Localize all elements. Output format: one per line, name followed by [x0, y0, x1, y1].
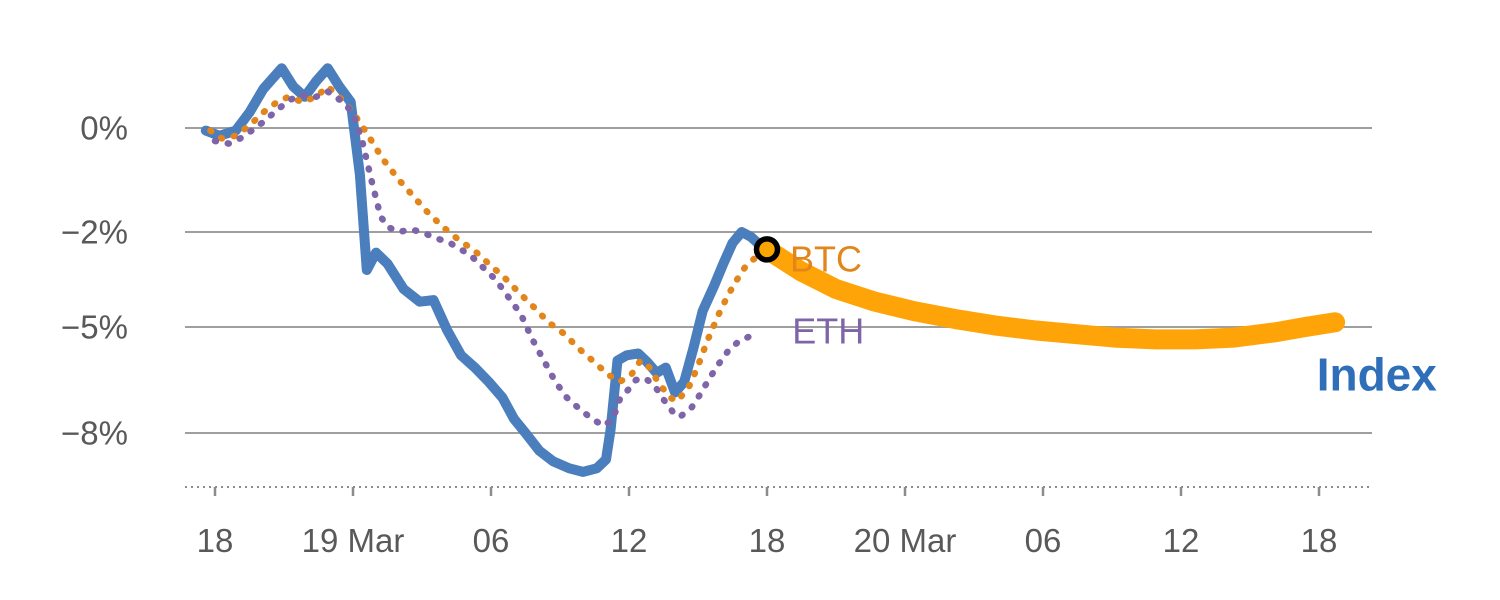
y-tick-label-1: −2% [61, 214, 128, 251]
x-tick-label-0: 18 [197, 522, 234, 559]
x-tick-label-1: 19 Mar [302, 522, 405, 559]
x-tick-label-5: 20 Mar [854, 522, 957, 559]
x-tick-label-3: 12 [611, 522, 648, 559]
btc-line [207, 83, 778, 405]
x-tick-label-6: 06 [1025, 522, 1062, 559]
btc-label: BTC [790, 238, 862, 279]
y-tick-label-3: −8% [61, 415, 128, 452]
y-tick-label-2: −5% [61, 309, 128, 346]
y-tick-label-0: 0% [80, 110, 128, 147]
index-forecast-band [757, 239, 1346, 350]
index-line [200, 63, 772, 477]
eth-label: ETH [792, 311, 864, 352]
x-tick-label-2: 06 [473, 522, 510, 559]
index-label: Index [1317, 349, 1438, 401]
x-tick-label-4: 18 [749, 522, 786, 559]
x-tick-label-7: 12 [1163, 522, 1200, 559]
eth-line [211, 88, 755, 430]
forecast-start-marker [753, 236, 781, 263]
x-tick-label-8: 18 [1301, 522, 1338, 559]
